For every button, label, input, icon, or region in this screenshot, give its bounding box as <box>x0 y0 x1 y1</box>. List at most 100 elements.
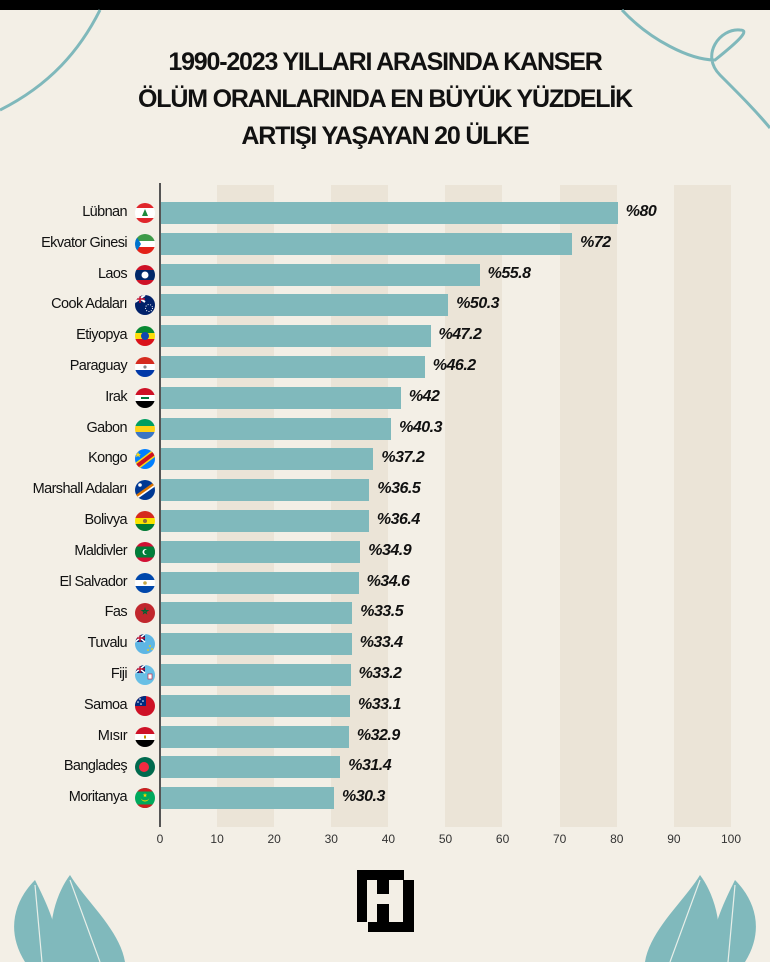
equatorial-guinea-flag-icon <box>135 233 155 254</box>
bar-row: Tuvalu %33.4 <box>0 633 770 656</box>
country-label: Maldivler <box>74 542 127 559</box>
bar <box>161 787 334 810</box>
country-label: Bolivya <box>84 512 127 528</box>
bar <box>161 510 369 532</box>
bar <box>161 571 359 594</box>
title-line-2: ÖLÜM ORANLARINDA EN BÜYÜK YÜZDELİK <box>138 85 633 113</box>
lebanon-flag-icon <box>135 203 155 223</box>
bar-row: Fiji %33.2 <box>0 664 770 686</box>
brand-logo-icon <box>357 870 414 932</box>
bar <box>161 386 401 409</box>
bar-row: Lübnan %80 <box>0 202 770 224</box>
bar-row: Samoa %33.1 <box>0 694 770 717</box>
morocco-flag-icon <box>135 603 155 624</box>
country-label: Paraguay <box>69 358 128 374</box>
chart-title: 1990-2023 YILLARI ARASINDA KANSER ÖLÜM O… <box>0 44 770 155</box>
bar <box>161 417 392 440</box>
value-label: %33.4 <box>359 634 403 652</box>
value-label: %46.2 <box>432 357 476 374</box>
value-label: %42 <box>408 387 440 405</box>
value-label: %30.3 <box>342 788 385 806</box>
country-label: Fiji <box>110 666 128 682</box>
country-label: Moritanya <box>68 789 128 806</box>
bar <box>161 202 618 224</box>
x-axis-tick-label: 10 <box>210 832 224 846</box>
bar <box>161 448 374 471</box>
maldives-flag-icon <box>135 541 155 562</box>
bar <box>161 263 480 286</box>
bar-row: Marshall Adaları %36.5 <box>0 479 770 502</box>
bar-row: Bangladeş %31.4 <box>0 756 770 779</box>
bangladesh-flag-icon <box>135 757 155 778</box>
country-label: Etiyopya <box>76 327 127 344</box>
value-label: %34.6 <box>366 572 410 590</box>
value-label: %36.4 <box>376 511 420 528</box>
country-label: El Salvador <box>59 573 127 590</box>
bar-row: Bolivya %36.4 <box>0 510 770 532</box>
value-label: %72 <box>580 233 611 251</box>
bar <box>161 356 425 378</box>
samoa-flag-icon <box>135 695 155 716</box>
country-label: Gabon <box>86 419 127 436</box>
bar-row: Etiyopya %47.2 <box>0 325 770 348</box>
bar-row: Moritanya %30.3 <box>0 787 770 810</box>
grid-band <box>560 185 617 827</box>
bar-row: Cook Adaları %50.3 <box>0 294 770 317</box>
bar-row: Ekvator Ginesi %72 <box>0 232 770 255</box>
grid-band <box>217 185 274 827</box>
bar <box>161 232 573 255</box>
ethiopia-flag-icon <box>135 326 155 347</box>
laos-flag-icon <box>135 264 155 285</box>
value-label: %37.2 <box>381 449 425 467</box>
y-axis-line <box>159 183 161 827</box>
bar-row: El Salvador %34.6 <box>0 571 770 594</box>
value-label: %34.9 <box>368 541 412 559</box>
value-label: %33.1 <box>358 695 401 713</box>
x-axis-tick-label: 20 <box>267 832 281 846</box>
country-label: Cook Adaları <box>51 296 127 313</box>
bar <box>161 294 449 317</box>
x-axis-tick-label: 100 <box>720 832 742 846</box>
x-axis-tick-label: 30 <box>324 832 338 846</box>
value-label: %32.9 <box>356 726 400 744</box>
x-axis-tick-label: 50 <box>438 832 453 846</box>
value-label: %31.4 <box>348 757 392 775</box>
bar-row: Maldivler %34.9 <box>0 540 770 563</box>
cook-islands-flag-icon <box>135 295 155 316</box>
bar <box>161 325 431 348</box>
bar-row: Irak %42 <box>0 386 770 409</box>
country-label: Tuvalu <box>87 635 128 652</box>
bar <box>161 633 352 656</box>
bar <box>161 756 341 779</box>
value-label: %33.2 <box>358 665 402 682</box>
bar <box>161 479 370 502</box>
el-salvador-flag-icon <box>135 572 155 593</box>
country-label: Marshall Adaları <box>32 481 128 498</box>
x-axis-tick-label: 40 <box>381 832 396 846</box>
country-label: Mısır <box>97 727 128 744</box>
dr-congo-flag-icon <box>135 449 155 470</box>
bar <box>161 664 351 686</box>
country-label: Irak <box>105 388 127 405</box>
iraq-flag-icon <box>135 387 155 408</box>
x-axis-tick-label: 90 <box>667 832 681 846</box>
x-axis-tick-label: 70 <box>553 832 567 846</box>
bar-row: Laos %55.8 <box>0 263 770 286</box>
bar-row: Mısır %32.9 <box>0 725 770 748</box>
country-label: Laos <box>97 265 128 282</box>
country-label: Lübnan <box>82 204 127 220</box>
country-label: Bangladeş <box>63 758 128 775</box>
country-label: Samoa <box>84 696 128 713</box>
value-label: %33.5 <box>360 603 404 621</box>
country-label: Ekvator Ginesi <box>41 234 127 251</box>
title-line-3: ARTIŞI YAŞAYAN 20 ÜLKE <box>241 122 529 150</box>
bar-row: Fas %33.5 <box>0 602 770 625</box>
x-axis-tick-label: 80 <box>610 832 624 846</box>
fiji-flag-icon <box>135 665 155 685</box>
bar-row: Gabon %40.3 <box>0 417 770 440</box>
gabon-flag-icon <box>135 418 155 439</box>
x-axis-tick-label: 0 <box>156 832 164 846</box>
value-label: %80 <box>625 203 657 220</box>
egypt-flag-icon <box>135 726 155 747</box>
